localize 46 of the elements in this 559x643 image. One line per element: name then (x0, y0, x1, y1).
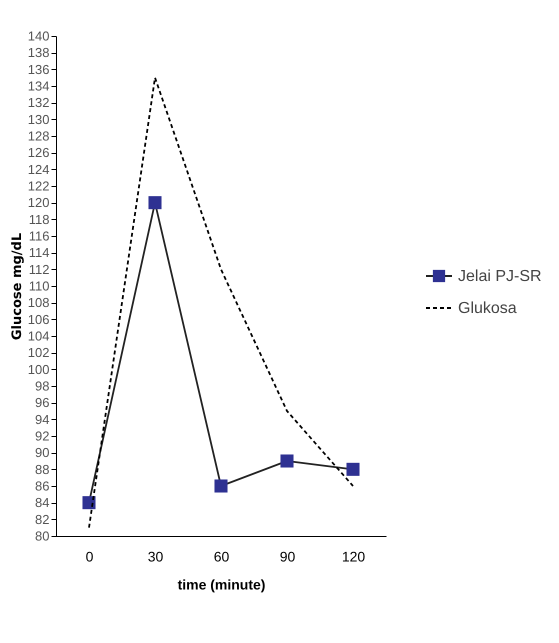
y-tick-label: 102 (28, 345, 50, 360)
y-axis-title: Glucose mg/dL (10, 232, 25, 340)
legend-label: Jelai PJ-SR (458, 268, 542, 285)
x-axis-title: time (minute) (178, 576, 266, 592)
y-tick-label: 116 (28, 228, 50, 244)
y-tick-label: 80 (35, 528, 50, 544)
y-tick-label: 98 (35, 378, 50, 394)
y-tick-label: 108 (28, 295, 50, 310)
y-tick-label: 136 (28, 62, 50, 77)
y-tick-label: 86 (35, 478, 50, 494)
y-tick-label: 130 (28, 112, 50, 127)
x-tick-label: 30 (148, 548, 164, 564)
x-tick-label: 60 (214, 548, 230, 564)
y-tick-label: 124 (28, 162, 50, 177)
point (214, 479, 228, 493)
y-tick-label: 132 (28, 95, 50, 110)
y-tick-label: 82 (35, 512, 50, 527)
x-tick-label: 0 (86, 548, 94, 564)
y-tick-label: 104 (28, 328, 50, 344)
y-tick-label: 126 (28, 145, 50, 160)
legend-label: Glukosa (458, 300, 517, 317)
y-tick-label: 94 (35, 412, 50, 427)
y-tick-label: 112 (28, 262, 50, 277)
y-tick-label: 96 (35, 395, 50, 410)
y-tick-label: 106 (28, 312, 50, 327)
y-tick-label: 110 (28, 278, 50, 294)
point (280, 454, 294, 468)
y-tick-label: 134 (28, 78, 50, 94)
y-tick-label: 128 (28, 128, 50, 144)
y-tick-label: 88 (35, 462, 50, 477)
y-tick-label: 138 (28, 45, 50, 60)
y-tick-label: 120 (28, 195, 50, 210)
x-tick-label: 90 (280, 548, 296, 564)
y-tick-label: 92 (35, 428, 50, 444)
point (346, 462, 360, 476)
x-tick-label: 120 (342, 548, 366, 564)
y-tick-label: 84 (35, 495, 50, 510)
y-tick-label: 100 (28, 362, 50, 377)
y-tick-label: 90 (35, 445, 50, 460)
y-tick-label: 114 (28, 245, 50, 260)
y-tick-label: 122 (28, 178, 50, 194)
y-tick-label: 118 (28, 212, 50, 227)
point (82, 496, 96, 510)
point (148, 196, 162, 210)
y-tick-label: 140 (28, 28, 50, 44)
line-series (88, 76, 354, 529)
